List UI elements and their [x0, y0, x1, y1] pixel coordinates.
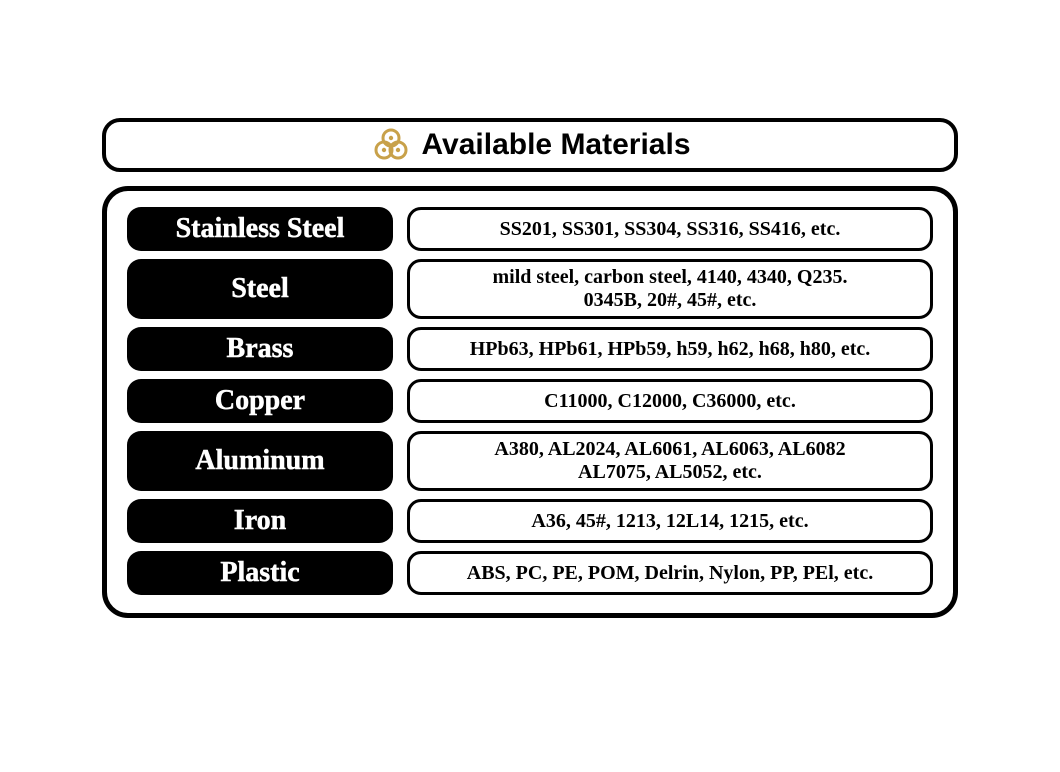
values-cell: HPb63, HPb61, HPb59, h59, h62, h68, h80,… [407, 327, 933, 371]
category-cell: Brass [127, 327, 393, 371]
category-cell: Plastic [127, 551, 393, 595]
table-row: Stainless Steel SS201, SS301, SS304, SS3… [127, 207, 933, 251]
table-row: Iron A36, 45#, 1213, 12L14, 1215, etc. [127, 499, 933, 543]
table-row: Plastic ABS, PC, PE, POM, Delrin, Nylon,… [127, 551, 933, 595]
category-cell: Stainless Steel [127, 207, 393, 251]
table-row: Copper C11000, C12000, C36000, etc. [127, 379, 933, 423]
title-bar: Available Materials [102, 118, 958, 172]
category-cell: Aluminum [127, 431, 393, 491]
values-cell: ABS, PC, PE, POM, Delrin, Nylon, PP, PEl… [407, 551, 933, 595]
values-cell: A380, AL2024, AL6061, AL6063, AL6082 AL7… [407, 431, 933, 491]
values-cell: A36, 45#, 1213, 12L14, 1215, etc. [407, 499, 933, 543]
category-cell: Copper [127, 379, 393, 423]
category-cell: Steel [127, 259, 393, 319]
title-text: Available Materials [421, 128, 690, 162]
values-cell: mild steel, carbon steel, 4140, 4340, Q2… [407, 259, 933, 319]
table-row: Aluminum A380, AL2024, AL6061, AL6063, A… [127, 431, 933, 491]
materials-table: Stainless Steel SS201, SS301, SS304, SS3… [102, 186, 958, 618]
materials-icon [369, 128, 411, 162]
table-row: Brass HPb63, HPb61, HPb59, h59, h62, h68… [127, 327, 933, 371]
values-cell: SS201, SS301, SS304, SS316, SS416, etc. [407, 207, 933, 251]
table-row: Steel mild steel, carbon steel, 4140, 43… [127, 259, 933, 319]
category-cell: Iron [127, 499, 393, 543]
values-cell: C11000, C12000, C36000, etc. [407, 379, 933, 423]
